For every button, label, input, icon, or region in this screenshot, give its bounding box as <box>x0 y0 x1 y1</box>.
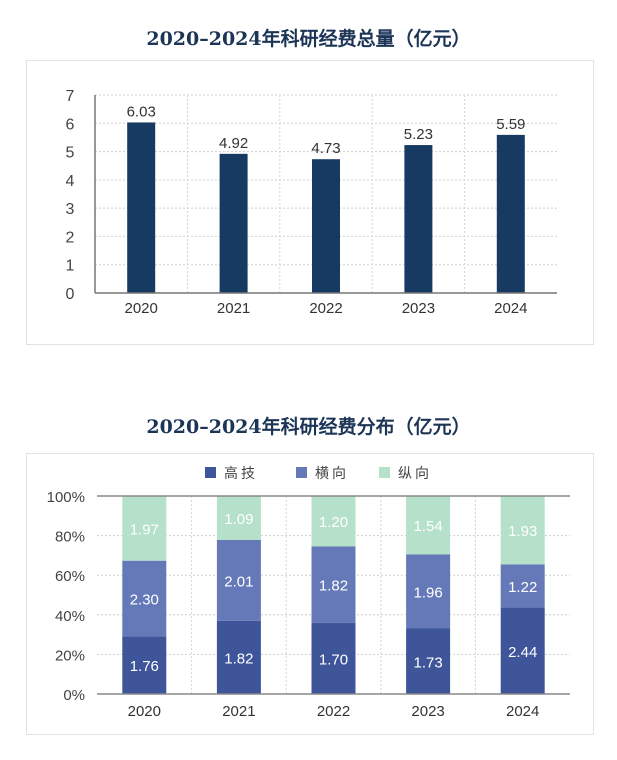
data-label: 6.03 <box>127 103 156 120</box>
bar-2023 <box>404 145 433 293</box>
y-tick-label: 100% <box>47 489 85 506</box>
bar-segment-2020-0 <box>122 636 167 694</box>
chart1-title: 2020–2024年科研经费总量（亿元） <box>146 28 471 50</box>
segment-label: 1.09 <box>224 511 253 528</box>
legend-label: 高技 <box>224 465 258 481</box>
x-tick-label: 2023 <box>411 703 444 720</box>
bar-segment-2020-2 <box>122 496 167 561</box>
segment-label: 2.44 <box>508 644 537 661</box>
y-tick-label: 4 <box>66 173 75 190</box>
y-tick-label: 5 <box>66 145 75 162</box>
segment-label: 1.22 <box>508 579 537 596</box>
data-label: 5.23 <box>404 126 433 143</box>
legend-swatch-2 <box>379 467 390 478</box>
bar-2021 <box>219 153 248 293</box>
segment-label: 1.76 <box>130 658 159 675</box>
y-tick-label: 1 <box>66 258 75 275</box>
bar-segment-2023-0 <box>406 628 451 694</box>
segment-label: 2.01 <box>224 573 253 590</box>
y-tick-label: 0 <box>66 286 75 303</box>
x-tick-label: 2023 <box>402 300 435 317</box>
y-tick-label: 80% <box>55 529 85 546</box>
bar-segment-2021-2 <box>216 496 261 540</box>
bar-2022 <box>312 159 340 293</box>
bar-segment-2023-2 <box>406 496 451 555</box>
y-tick-label: 6 <box>66 116 75 133</box>
data-label: 5.59 <box>496 116 525 133</box>
x-tick-label: 2020 <box>125 300 158 317</box>
y-tick-label: 40% <box>55 608 85 625</box>
legend-swatch-0 <box>205 467 216 478</box>
bar-segment-2024-2 <box>500 496 545 565</box>
segment-label: 1.93 <box>508 523 537 540</box>
chart2-panel <box>26 453 594 735</box>
segment-label: 1.73 <box>413 654 442 671</box>
legend-label: 横向 <box>315 465 349 481</box>
bar-segment-2022-2 <box>311 496 356 547</box>
bar-segment-2022-0 <box>311 622 356 694</box>
chart2-title: 2020–2024年科研经费分布（亿元） <box>146 416 471 438</box>
segment-label: 2.30 <box>130 591 159 608</box>
x-tick-label: 2024 <box>506 703 539 720</box>
x-tick-label: 2021 <box>217 300 250 317</box>
segment-label: 1.97 <box>130 521 159 538</box>
bar-segment-2020-1 <box>122 560 167 637</box>
x-tick-label: 2024 <box>494 300 527 317</box>
y-tick-label: 7 <box>66 88 75 105</box>
bar-segment-2023-1 <box>406 554 451 629</box>
bar-2024 <box>496 134 525 293</box>
y-tick-label: 60% <box>55 568 85 585</box>
data-label: 4.73 <box>311 140 340 157</box>
y-tick-label: 3 <box>66 201 75 218</box>
x-tick-label: 2020 <box>128 703 161 720</box>
bar-segment-2021-0 <box>216 620 261 694</box>
bar-segment-2022-1 <box>311 546 356 623</box>
legend-swatch-1 <box>296 467 307 478</box>
bar-2020 <box>127 122 156 294</box>
y-tick-label: 2 <box>66 229 75 246</box>
bar-segment-2021-1 <box>216 539 261 621</box>
segment-label: 1.70 <box>319 651 348 668</box>
data-label: 4.92 <box>219 135 248 152</box>
legend-label: 纵向 <box>398 465 432 481</box>
bar-segment-2024-0 <box>500 607 545 694</box>
x-tick-label: 2021 <box>222 703 255 720</box>
segment-label: 1.82 <box>319 578 348 595</box>
segment-label: 1.96 <box>413 584 442 601</box>
y-tick-label: 20% <box>55 647 85 664</box>
segment-label: 1.20 <box>319 514 348 531</box>
y-tick-label: 0% <box>63 687 85 704</box>
segment-label: 1.82 <box>224 650 253 667</box>
bar-segment-2024-1 <box>500 564 545 608</box>
x-tick-label: 2022 <box>317 703 350 720</box>
x-tick-label: 2022 <box>309 300 342 317</box>
segment-label: 1.54 <box>413 518 442 535</box>
